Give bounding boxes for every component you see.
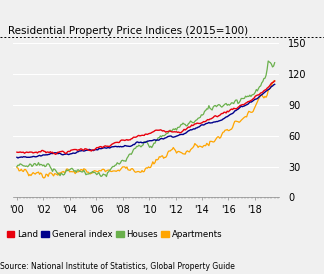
Legend: Land, General index, Houses, Apartments: Land, General index, Houses, Apartments xyxy=(6,230,222,239)
Text: Source: National Institute of Statistics, Global Property Guide: Source: National Institute of Statistics… xyxy=(0,262,235,271)
Text: Residential Property Price Indices (2015=100): Residential Property Price Indices (2015… xyxy=(8,26,248,36)
